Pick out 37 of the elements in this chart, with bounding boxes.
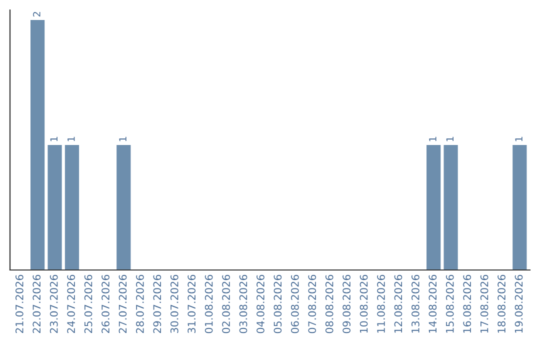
x-tick-label: 16.08.2026 [463, 274, 472, 333]
x-tick-label: 30.07.2026 [170, 274, 178, 334]
data-label: 1 [429, 136, 436, 142]
x-tick-label: 11.08.2026 [377, 274, 385, 333]
x-tick-label: 21.07.2026 [15, 274, 24, 334]
data-label: 1 [446, 136, 454, 142]
x-tick-label: 07.08.2026 [308, 274, 316, 334]
x-tick-label: 01.08.2026 [204, 274, 213, 334]
x-tick-label: 05.08.2026 [274, 274, 282, 334]
x-tick-label: 03.08.2026 [239, 274, 248, 334]
data-label: 1 [515, 136, 522, 142]
x-tick-label: 10.08.2026 [360, 274, 368, 333]
x-tick-label: 26.07.2026 [102, 274, 110, 334]
x-tick-label: 06.08.2026 [290, 274, 299, 334]
x-tick-label: 28.07.2026 [136, 274, 144, 334]
x-tick-label: 14.08.2026 [428, 274, 437, 333]
x-tick-label: 23.07.2026 [50, 274, 58, 334]
x-tick-label: 02.08.2026 [222, 274, 230, 334]
x-tick-label: 25.07.2026 [84, 274, 92, 334]
x-tick-label: 18.08.2026 [498, 274, 506, 333]
x-tick-label: 29.07.2026 [153, 274, 162, 334]
data-label: 2 [33, 12, 40, 17]
data-label: 1 [50, 136, 58, 142]
x-tick-label: 24.07.2026 [67, 274, 76, 334]
data-label: 1 [68, 136, 75, 142]
x-tick-label: 22.07.2026 [32, 274, 41, 334]
x-tick-label: 15.08.2026 [446, 274, 454, 333]
x-tick-label: 09.08.2026 [342, 274, 351, 334]
x-tick-label: 12.08.2026 [394, 274, 402, 333]
x-tick-label: 04.08.2026 [256, 274, 264, 334]
data-label: 1 [119, 136, 126, 142]
x-tick-label: 19.08.2026 [514, 274, 523, 333]
x-tick-label: 13.08.2026 [412, 274, 420, 333]
x-tick-label: 17.08.2026 [480, 274, 488, 333]
x-tick-label: 27.07.2026 [118, 274, 127, 334]
x-tick-label: 08.08.2026 [325, 274, 334, 334]
x-tick-label: 31.07.2026 [188, 274, 196, 334]
